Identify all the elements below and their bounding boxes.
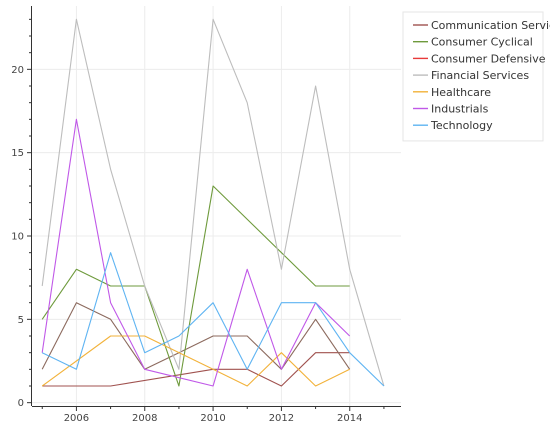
axes: 2006 2008 2010 2012 2014 0 5 10 15 20: [11, 6, 401, 424]
x-tick-label: 2010: [200, 413, 225, 424]
grid: [32, 6, 401, 406]
legend-label: Consumer Defensive: [431, 52, 546, 65]
legend-label: Technology: [430, 119, 493, 132]
y-tick-label: 0: [18, 398, 24, 409]
series-line-4: [41, 18, 385, 387]
y-tick-label: 20: [11, 65, 24, 76]
legend-label: Communication Services: [431, 19, 550, 32]
x-tick-label: 2008: [132, 413, 157, 424]
series-line-2: [41, 185, 350, 387]
legend: Communication Services Consumer Cyclical C…: [402, 11, 550, 142]
series-line-7: [41, 252, 385, 387]
x-tick-label: 2006: [64, 413, 89, 424]
y-tick-label: 15: [11, 148, 24, 159]
series-line-0: [42, 352, 350, 387]
series-line-6: [41, 118, 351, 387]
series-lines: [41, 18, 385, 387]
legend-label: Industrials: [431, 103, 489, 116]
legend-box: [402, 11, 544, 142]
series-line-5: [41, 335, 350, 387]
x-tick-label: 2014: [337, 413, 362, 424]
x-tick-label: 2012: [269, 413, 294, 424]
legend-label: Healthcare: [431, 86, 491, 99]
y-tick-label: 5: [18, 315, 24, 326]
y-tick-label: 10: [11, 232, 24, 243]
legend-label: Financial Services: [431, 69, 529, 82]
legend-label: Consumer Cyclical: [431, 36, 533, 49]
